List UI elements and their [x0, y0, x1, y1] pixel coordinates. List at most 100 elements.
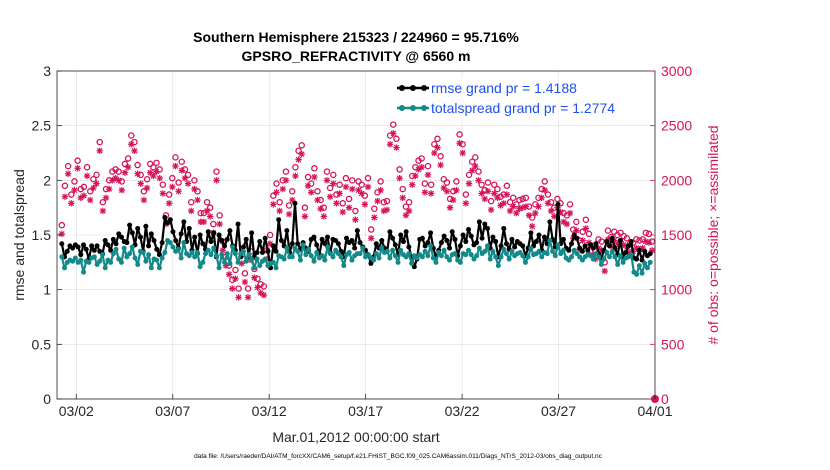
plot-area	[58, 121, 659, 403]
obs-assimilated-point	[68, 200, 75, 207]
obs-assimilated-stroke	[156, 175, 163, 181]
obs-assimilated-point	[513, 209, 520, 217]
y-tick-label-left: 0	[43, 391, 51, 407]
obs-assimilated-point	[64, 170, 72, 177]
rmse-point	[490, 234, 496, 240]
rmse-point	[582, 243, 588, 249]
spread-point	[414, 255, 420, 261]
grid	[57, 70, 656, 400]
obs-possible-point	[352, 207, 359, 215]
obs-assimilated-point	[358, 190, 365, 197]
obs-assimilated-point	[285, 211, 293, 218]
obs-assimilated-stroke	[500, 200, 507, 207]
obs-assimilated-stroke	[481, 196, 488, 202]
spread-point	[333, 247, 339, 253]
obs-assimilated-stroke	[586, 239, 592, 246]
rmse-point	[216, 232, 222, 238]
spread-point	[517, 249, 523, 255]
obs-possible-point	[582, 216, 590, 223]
spread-point	[311, 258, 317, 264]
rmse-point	[349, 237, 355, 243]
obs-possible-point	[203, 198, 211, 206]
x-tick-label: 03/02	[59, 403, 94, 419]
obs-possible-point	[140, 188, 148, 195]
rmse-point	[227, 228, 233, 234]
rmse-point	[235, 221, 241, 227]
rmse-point	[322, 241, 328, 247]
obs-assimilated-stroke	[453, 187, 460, 193]
rmse-point	[265, 248, 271, 254]
obs-assimilated-point	[270, 201, 277, 208]
rmse-point	[406, 244, 412, 250]
obs-assimilated-stroke	[166, 200, 172, 207]
obs-assimilated-point	[579, 237, 586, 244]
legend-rmse-marker-3	[421, 85, 427, 91]
obs-assimilated-stroke	[633, 245, 640, 251]
rmse-point	[533, 239, 539, 245]
obs-assimilated-stroke	[532, 210, 539, 216]
obs-assimilated-stroke	[251, 274, 258, 281]
rmse-point	[569, 241, 575, 247]
spread-point	[327, 251, 333, 257]
obs-possible-point	[150, 163, 157, 171]
spread-point	[216, 265, 222, 271]
rmse-point	[83, 246, 89, 252]
obs-assimilated-point	[301, 213, 309, 220]
obs-possible-point	[311, 165, 318, 172]
obs-possible-point	[598, 238, 605, 245]
obs-assimilated-point	[383, 206, 391, 214]
rmse-point	[257, 239, 263, 245]
spread-point	[303, 252, 309, 258]
obs-assimilated-point	[191, 185, 198, 193]
y-tick-label-left: 3	[43, 63, 51, 79]
obs-assimilated-stroke	[185, 180, 191, 187]
rmse-point	[571, 232, 577, 238]
obs-assimilated-point	[216, 220, 223, 228]
rmse-point	[590, 245, 596, 251]
spread-point	[596, 254, 602, 260]
obs-possible-point	[121, 160, 129, 168]
obs-assimilated-stroke	[216, 221, 223, 227]
obs-assimilated-point	[137, 180, 144, 187]
spread-point	[615, 262, 621, 268]
obs-assimilated-point	[475, 177, 482, 184]
spread-point	[571, 247, 577, 253]
obs-assimilated-point	[172, 162, 179, 170]
obs-assimilated-point	[494, 194, 501, 202]
spread-point	[254, 256, 260, 262]
obs-assimilated-point	[393, 144, 400, 151]
spread-point	[406, 251, 412, 257]
obs-possible-point	[213, 168, 220, 175]
spread-point	[270, 259, 276, 265]
spread-point	[159, 255, 165, 261]
rmse-point	[647, 251, 653, 257]
legend-box	[393, 76, 651, 120]
obs-assimilated-stroke	[213, 177, 220, 184]
obs-assimilated-stroke	[494, 195, 501, 201]
obs-possible-point	[165, 191, 173, 198]
rmse-point	[105, 242, 111, 248]
rmse-point	[124, 240, 130, 246]
spread-point	[121, 245, 127, 251]
obs-possible-point	[516, 196, 523, 204]
spread-point	[644, 265, 650, 271]
obs-possible-point	[522, 194, 530, 202]
obs-assimilated-point	[468, 167, 476, 174]
rmse-point	[240, 244, 246, 250]
rmse-point	[422, 243, 428, 249]
spread-point	[520, 253, 526, 259]
obs-possible-point	[187, 198, 195, 206]
rmse-point	[278, 237, 284, 243]
obs-assimilated-stroke	[188, 208, 195, 214]
chart-title-line2: GPSRO_REFRACTIVITY @ 6560 m	[242, 48, 471, 64]
obs-possible-point	[83, 163, 91, 171]
obs-assimilated-point	[232, 275, 239, 282]
obs-assimilated-point	[229, 285, 236, 292]
obs-assimilated-stroke	[103, 195, 109, 201]
obs-possible-point	[636, 237, 643, 244]
obs-assimilated-point	[61, 193, 69, 200]
obs-assimilated-stroke	[84, 173, 90, 179]
obs-assimilated-point	[323, 177, 331, 184]
rmse-point	[129, 230, 135, 236]
obs-assimilated-point	[260, 291, 268, 299]
